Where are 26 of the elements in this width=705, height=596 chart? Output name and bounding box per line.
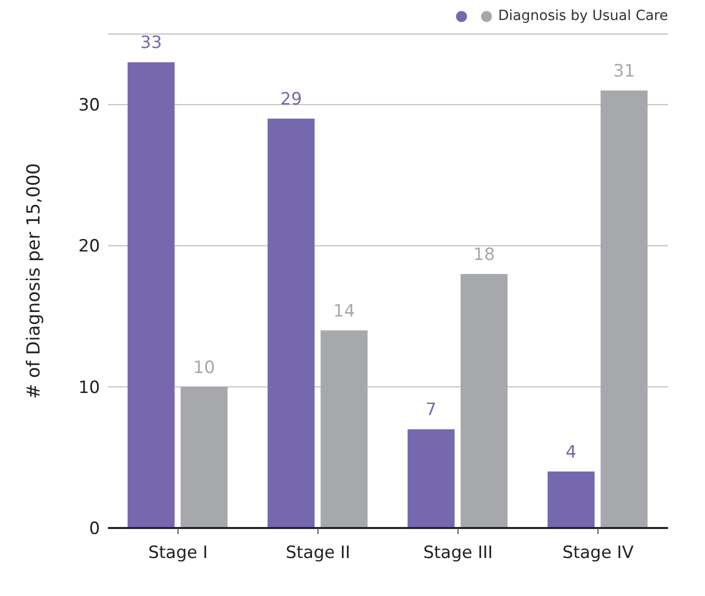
bar [600,90,648,528]
data-label: 29 [280,90,302,110]
bar [460,274,508,528]
data-label: 4 [566,442,577,463]
bar [320,330,368,528]
bar [268,118,315,528]
bar [180,386,228,528]
data-label: 33 [140,33,162,54]
y-axis-title: # of Diagnosis per 15,000 [23,163,44,399]
bar [128,62,175,528]
data-label: 14 [333,301,355,322]
y-tick-label: 10 [78,378,100,398]
data-label: 31 [613,61,635,82]
x-tick-label: Stage I [148,543,208,564]
bar [408,429,455,528]
y-tick-label: 20 [78,236,100,257]
data-label: 7 [426,400,437,420]
y-tick-label: 0 [89,519,100,540]
x-tick-label: Stage II [286,543,350,564]
data-label: 18 [473,244,495,265]
bar [548,472,595,528]
x-tick-label: Stage IV [562,543,634,564]
x-tick-label: Stage III [423,543,493,564]
y-tick-label: 30 [78,96,100,116]
data-label: 10 [193,358,215,378]
legend-label: Diagnosis by Usual Care [498,8,668,24]
